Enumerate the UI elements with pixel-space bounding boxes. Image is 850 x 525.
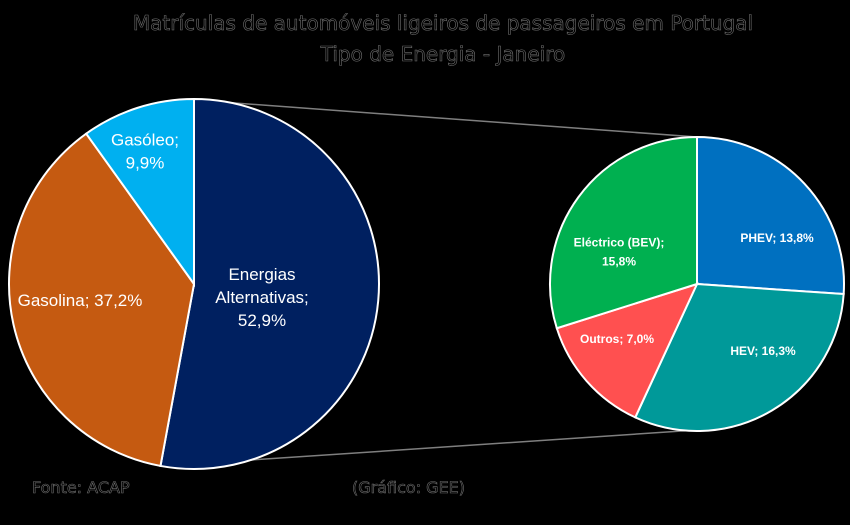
slice-label-hev: HEV; 16,3% bbox=[730, 344, 796, 358]
slice-hev bbox=[633, 282, 845, 432]
slice-energias-alternativas bbox=[159, 97, 380, 470]
slice-label-energias-alternativas: Energias Alternativas; 52,9% bbox=[215, 265, 309, 330]
main-pie: Energias Alternativas; 52,9% Gasolina; 37,2… bbox=[8, 97, 380, 470]
slice-label-phev: PHEV; 13,8% bbox=[740, 231, 814, 245]
slice-label-gasolina: Gasolina; 37,2% bbox=[18, 291, 143, 310]
slice-label-outros: Outros; 7,0% bbox=[580, 332, 654, 346]
slice-gasolina bbox=[8, 132, 196, 468]
chart-subtitle: Tipo de Energia - Janeiro bbox=[320, 42, 565, 66]
source-note: Fonte: ACAP bbox=[32, 478, 130, 497]
credit-note: (Gráfico: GEE) bbox=[352, 478, 465, 497]
chart-title: Matrículas de automóveis ligeiros de pas… bbox=[133, 11, 753, 35]
slice-gasoleo bbox=[84, 97, 195, 288]
breakdown-pie: PHEV; 13,8% HEV; 16,3% Outros; 7,0% Eléctri… bbox=[549, 135, 846, 432]
slice-label-gasoleo: Gasóleo; 9,9% bbox=[111, 130, 179, 172]
slice-electrico-bev bbox=[549, 135, 698, 330]
slice-phev bbox=[696, 135, 846, 296]
connector-line-top bbox=[193, 99, 698, 138]
slice-label-electrico-bev: Eléctrico (BEV); 15,8% bbox=[574, 236, 665, 269]
